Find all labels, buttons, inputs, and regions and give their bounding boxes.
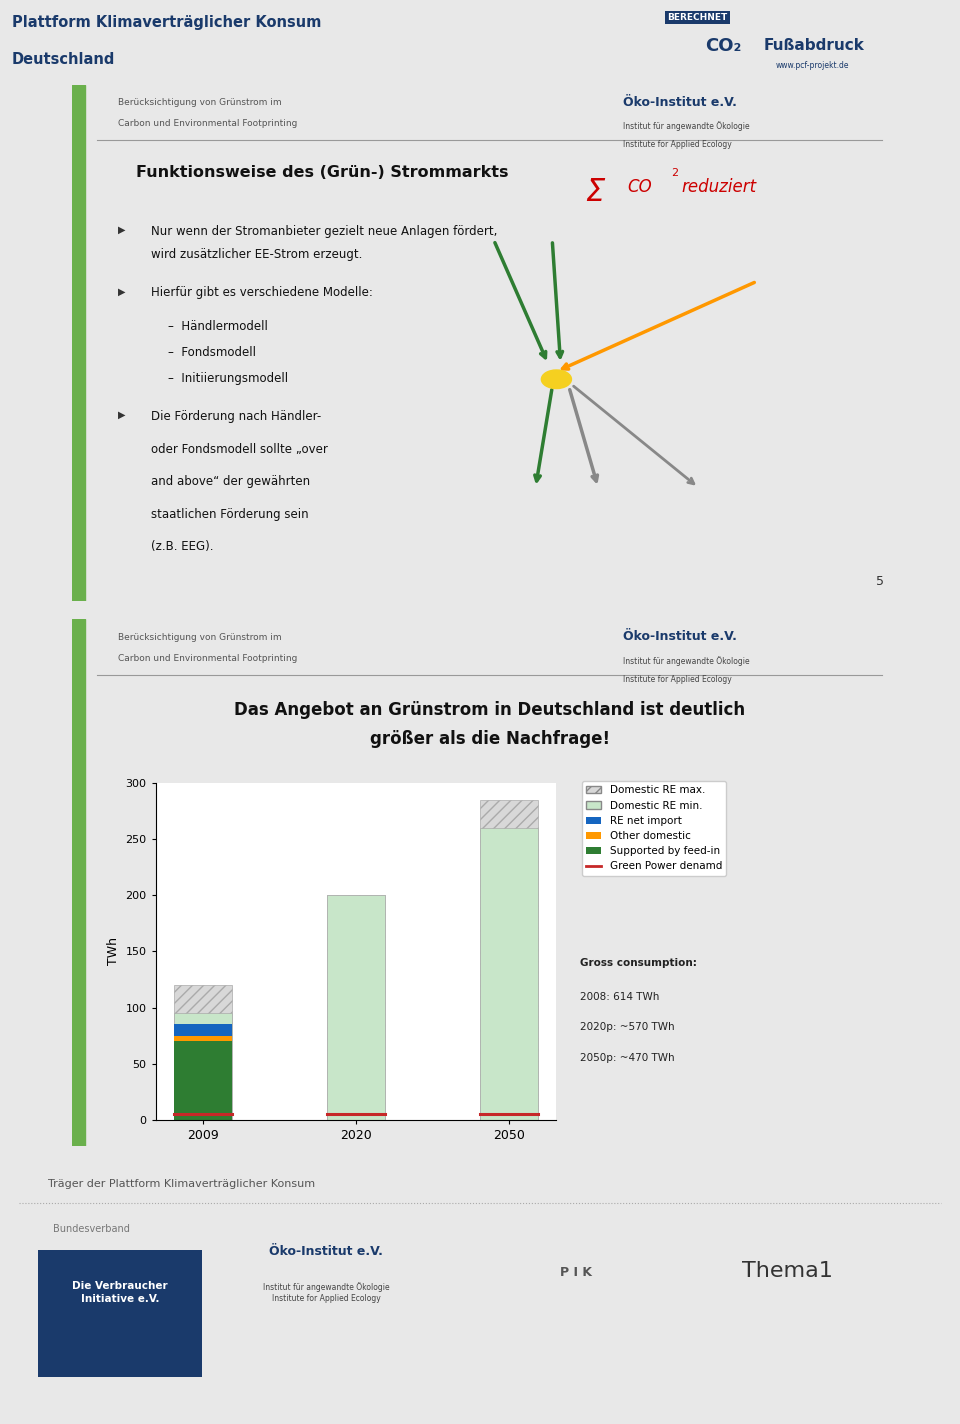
Text: Gross consumption:: Gross consumption: [581, 958, 697, 968]
Text: www.pcf-projekt.de: www.pcf-projekt.de [776, 61, 850, 70]
Text: Öko-Institut e.V.: Öko-Institut e.V. [270, 1245, 383, 1257]
Text: 2: 2 [671, 168, 678, 178]
Text: (z.B. EEG).: (z.B. EEG). [152, 540, 214, 553]
Text: Bundesverband: Bundesverband [53, 1223, 130, 1233]
Text: 5: 5 [876, 575, 884, 588]
Text: –  Fondsmodell: – Fondsmodell [168, 346, 256, 359]
Bar [326, 896, 385, 1119]
Text: staatlichen Förderung sein: staatlichen Förderung sein [152, 507, 309, 521]
Text: BERECHNET: BERECHNET [667, 13, 728, 23]
Text: ▶: ▶ [118, 225, 126, 235]
Text: and above“ der gewährten: and above“ der gewährten [152, 476, 310, 488]
Text: Institut für angewandte Ökologie: Institut für angewandte Ökologie [623, 656, 750, 666]
Text: Plattform Klimaverträglicher Konsum: Plattform Klimaverträglicher Konsum [12, 14, 321, 30]
Text: Öko-Institut e.V.: Öko-Institut e.V. [623, 95, 737, 108]
Text: Institute for Applied Ecology: Institute for Applied Ecology [623, 675, 732, 684]
Text: Funktionsweise des (Grün-) Strommarkts: Funktionsweise des (Grün-) Strommarkts [136, 165, 509, 181]
Text: ▶: ▶ [118, 286, 126, 296]
Text: Σ: Σ [586, 178, 605, 208]
Bar [174, 1014, 232, 1119]
Circle shape [541, 370, 571, 389]
Text: Öko-Institut e.V.: Öko-Institut e.V. [623, 629, 737, 644]
Text: reduziert: reduziert [682, 178, 756, 197]
Text: Carbon und Environmental Footprinting: Carbon und Environmental Footprinting [118, 120, 298, 128]
Text: Institut für angewandte Ökologie: Institut für angewandte Ökologie [623, 121, 750, 131]
Y-axis label: TWh: TWh [107, 937, 120, 965]
Legend: Domestic RE max., Domestic RE min., RE net import, Other domestic, Supported by : Domestic RE max., Domestic RE min., RE n… [582, 782, 727, 876]
Text: Berücksichtigung von Grünstrom im: Berücksichtigung von Grünstrom im [118, 98, 281, 107]
Text: Institute for Applied Ecology: Institute for Applied Ecology [623, 140, 732, 148]
Text: –  Initiierungsmodell: – Initiierungsmodell [168, 372, 288, 384]
Text: Die Förderung nach Händler-: Die Förderung nach Händler- [152, 410, 322, 423]
Text: CO₂: CO₂ [706, 37, 742, 56]
Text: –  Händlermodell: – Händlermodell [168, 320, 268, 333]
Text: Die Verbraucher
Initiative e.V.: Die Verbraucher Initiative e.V. [72, 1280, 168, 1304]
Bar [72, 85, 84, 601]
Text: CO: CO [628, 178, 652, 197]
Text: Nur wenn der Stromanbieter gezielt neue Anlagen fördert,: Nur wenn der Stromanbieter gezielt neue … [152, 225, 497, 238]
FancyBboxPatch shape [38, 1250, 202, 1377]
Text: 2008: 614 TWh: 2008: 614 TWh [581, 993, 660, 1002]
Text: größer als die Nachfrage!: größer als die Nachfrage! [370, 731, 610, 748]
Bar [174, 1024, 232, 1035]
Text: Carbon und Environmental Footprinting: Carbon und Environmental Footprinting [118, 654, 298, 662]
Bar [480, 800, 539, 1119]
Bar [174, 1035, 232, 1041]
Bar [480, 827, 539, 1119]
Text: 2050p: ~470 TWh: 2050p: ~470 TWh [581, 1052, 675, 1062]
Text: wird zusätzlicher EE-Strom erzeugt.: wird zusätzlicher EE-Strom erzeugt. [152, 248, 363, 261]
Text: Thema1: Thema1 [742, 1260, 832, 1280]
Text: Berücksichtigung von Grünstrom im: Berücksichtigung von Grünstrom im [118, 632, 281, 642]
Text: oder Fondsmodell sollte „over: oder Fondsmodell sollte „over [152, 443, 328, 456]
Text: Das Angebot an Grünstrom in Deutschland ist deutlich: Das Angebot an Grünstrom in Deutschland … [234, 701, 745, 719]
Text: Hierfür gibt es verschiedene Modelle:: Hierfür gibt es verschiedene Modelle: [152, 286, 373, 299]
Text: ▶: ▶ [118, 410, 126, 420]
Bar [174, 985, 232, 1119]
Text: P I K: P I K [560, 1266, 592, 1279]
Text: Fußabdruck: Fußabdruck [763, 38, 864, 54]
Bar [72, 619, 84, 1146]
Text: Institut für angewandte Ökologie
Institute for Applied Ecology: Institut für angewandte Ökologie Institu… [263, 1282, 390, 1303]
Bar [326, 896, 385, 1119]
Bar [174, 1041, 232, 1119]
Text: Deutschland: Deutschland [12, 51, 115, 67]
Text: Träger der Plattform Klimaverträglicher Konsum: Träger der Plattform Klimaverträglicher … [48, 1179, 315, 1189]
Text: 2020p: ~570 TWh: 2020p: ~570 TWh [581, 1022, 675, 1032]
